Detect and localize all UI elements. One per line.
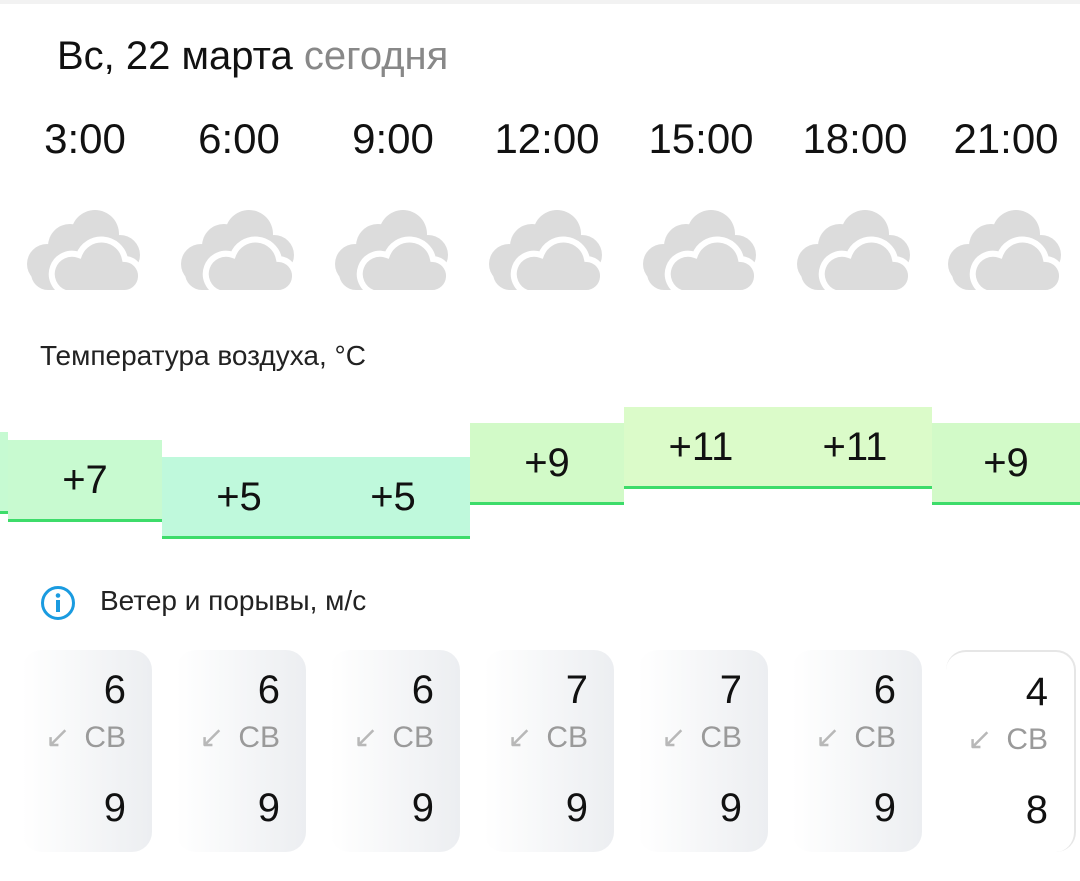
wind-direction-arrow-icon: ↙ <box>967 723 993 756</box>
wind-card[interactable]: 6 ↙ СВ 9 <box>330 650 460 852</box>
wind-gust: 9 <box>873 786 896 830</box>
temperature-label: Температура воздуха, °C <box>40 340 366 371</box>
overcast-clouds-icon <box>470 200 624 300</box>
temperature-value: +5 <box>370 474 416 519</box>
wind-gust: 9 <box>719 786 742 830</box>
temperature-bar-prev <box>0 432 8 514</box>
temperature-value: +9 <box>524 441 570 486</box>
wind-direction: СВ <box>854 721 896 754</box>
overcast-clouds-icon <box>162 200 316 300</box>
overcast-clouds-icon <box>316 200 470 300</box>
wind-speed: 6 <box>257 668 280 712</box>
overcast-clouds-icon <box>778 200 932 300</box>
temperature-bar: +9 <box>932 423 1080 506</box>
wind-speed: 6 <box>411 668 434 712</box>
temperature-value: +11 <box>668 424 734 469</box>
wind-gust: 9 <box>565 786 588 830</box>
time-slot: 6:00 <box>198 115 280 162</box>
wind-gust: 8 <box>1025 788 1048 832</box>
wind-gust: 9 <box>257 786 280 830</box>
wind-gust: 9 <box>411 786 434 830</box>
wind-speed: 6 <box>873 668 896 712</box>
wind-speed: 4 <box>1025 670 1048 714</box>
wind-speed: 7 <box>719 668 742 712</box>
wind-direction-arrow-icon: ↙ <box>199 721 225 754</box>
info-icon[interactable] <box>40 585 76 621</box>
temperature-value: +5 <box>216 474 262 519</box>
wind-direction-arrow-icon: ↙ <box>353 721 379 754</box>
wind-card[interactable]: 7 ↙ СВ 9 <box>638 650 768 852</box>
wind-gust: 9 <box>103 786 126 830</box>
temperature-value: +7 <box>62 458 108 502</box>
wind-direction: СВ <box>84 721 126 754</box>
time-slot: 21:00 <box>953 115 1059 162</box>
wind-card[interactable]: 6 ↙ СВ 9 <box>22 650 152 852</box>
time-slot: 12:00 <box>494 115 600 162</box>
time-slot: 18:00 <box>802 115 908 162</box>
wind-direction-arrow-icon: ↙ <box>507 721 533 754</box>
wind-direction-arrow-icon: ↙ <box>661 721 687 754</box>
wind-card[interactable]: 7 ↙ СВ 9 <box>484 650 614 852</box>
temperature-value: +11 <box>822 424 888 469</box>
temperature-bar: +11 <box>778 406 932 489</box>
wind-card[interactable]: 6 ↙ СВ 9 <box>176 650 306 852</box>
wind-direction-arrow-icon: ↙ <box>815 721 841 754</box>
wind-speed: 6 <box>103 668 126 712</box>
wind-direction: СВ <box>700 721 742 754</box>
temperature-bar: +9 <box>470 423 624 506</box>
time-slot: 9:00 <box>352 115 434 162</box>
wind-label: Ветер и порывы, м/с <box>100 585 367 616</box>
temperature-value: +9 <box>983 441 1029 486</box>
overcast-clouds-icon <box>624 200 778 300</box>
temperature-bar: +5 <box>162 456 316 539</box>
wind-direction: СВ <box>392 721 434 754</box>
wind-card[interactable]: 6 ↙ СВ 9 <box>792 650 922 852</box>
temperature-bar: +5 <box>316 456 470 539</box>
wind-direction-arrow-icon: ↙ <box>45 721 71 754</box>
wind-direction: СВ <box>546 721 588 754</box>
wind-direction: СВ <box>1006 723 1048 756</box>
date-heading: Вс, 22 марта сегодня <box>57 34 448 79</box>
wind-direction: СВ <box>238 721 280 754</box>
time-slot: 15:00 <box>648 115 754 162</box>
overcast-clouds-icon <box>8 200 162 300</box>
temperature-bar: +7 <box>8 440 162 522</box>
wind-card[interactable]: 4 ↙ СВ 8 <box>946 650 1076 852</box>
top-divider <box>0 0 1080 4</box>
temperature-bar: +11 <box>624 406 778 489</box>
time-slot: 3:00 <box>44 115 126 162</box>
today-label: сегодня <box>303 34 449 78</box>
wind-speed: 7 <box>565 668 588 712</box>
overcast-clouds-icon <box>932 200 1080 300</box>
date: Вс, 22 марта <box>57 34 293 78</box>
